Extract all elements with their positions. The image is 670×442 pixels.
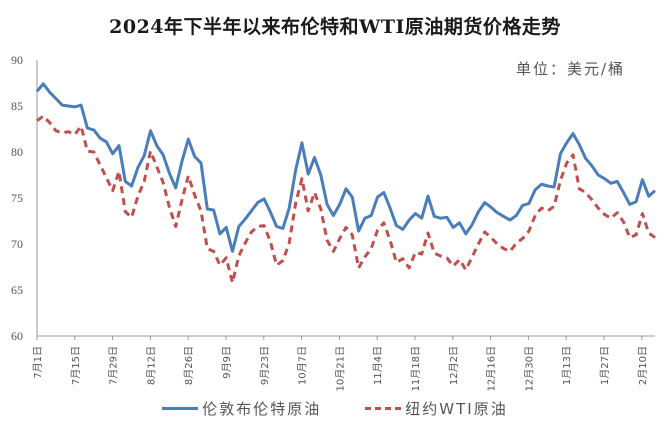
y-tick-label: 70 [11, 237, 23, 251]
brent-line [35, 82, 656, 253]
x-tick-label: 8月26日 [183, 346, 195, 385]
y-tick-label: 80 [11, 145, 23, 159]
wti-line [36, 114, 656, 285]
y-tick-label: 60 [11, 329, 23, 343]
legend: 伦敦布伦特原油 纽约WTI原油 [0, 398, 670, 419]
x-tick-label: 1月13日 [561, 346, 573, 385]
legend-label-brent: 伦敦布伦特原油 [202, 400, 322, 418]
x-tick-label: 9月9日 [221, 346, 233, 379]
x-tick-label: 1月27日 [599, 346, 611, 385]
x-tick-label: 8月12日 [145, 346, 157, 385]
y-axis: 60 65 70 75 80 85 90 [11, 53, 38, 343]
x-tick-label: 11月18日 [410, 346, 422, 391]
x-tick-label: 7月29日 [108, 346, 120, 385]
x-tick-label: 11月4日 [372, 346, 384, 385]
legend-label-wti: 纽约WTI原油 [405, 400, 508, 418]
legend-item-brent: 伦敦布伦特原油 [162, 398, 321, 419]
x-tick-label: 7月1日 [32, 346, 44, 379]
x-tick-label: 12月16日 [486, 346, 498, 391]
y-tick-label: 90 [11, 53, 23, 67]
x-tick-label: 9月23日 [259, 346, 271, 385]
y-tick-label: 65 [11, 283, 23, 297]
legend-item-wti: 纽约WTI原油 [365, 398, 507, 419]
plot-area [35, 82, 656, 285]
x-tick-label: 7月15日 [70, 346, 82, 385]
x-tick-label: 2月10日 [637, 346, 649, 385]
x-tick-label: 12月30日 [523, 346, 535, 391]
x-axis: 7月1日 7月15日 7月29日 8月12日 8月26日 9月9日 9月23日 10月7日 10… [32, 335, 655, 391]
legend-solid-line-icon [162, 407, 199, 410]
legend-dashed-line-icon [365, 407, 402, 410]
y-tick-label: 75 [11, 191, 23, 205]
x-tick-label: 10月7日 [297, 346, 309, 385]
x-tick-label: 12月2日 [448, 346, 460, 385]
chart-title: 2024年下半年以来布伦特和WTI原油期货价格走势 [109, 16, 561, 38]
x-tick-label: 10月21日 [334, 346, 346, 391]
y-tick-label: 85 [11, 99, 23, 113]
unit-label: 单位：美元/桶 [516, 60, 626, 78]
